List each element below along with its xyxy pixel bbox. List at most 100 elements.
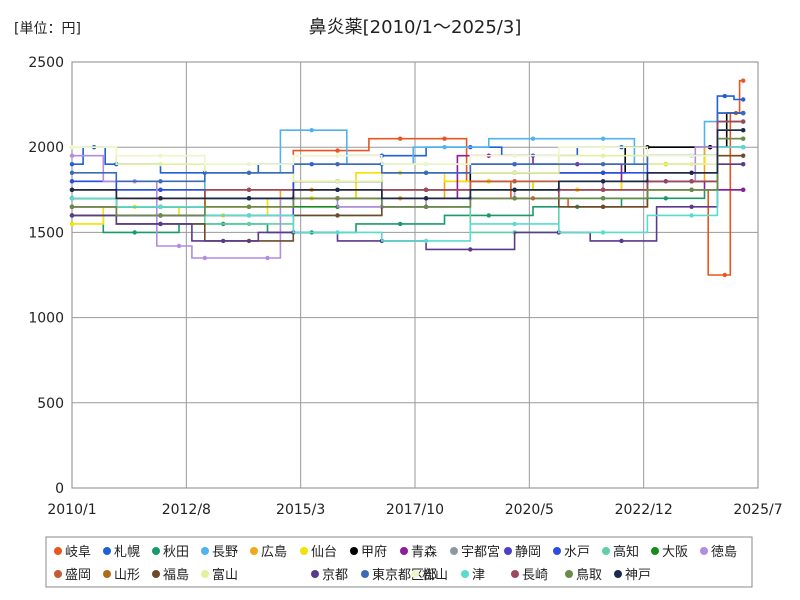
- data-point: [442, 136, 447, 141]
- data-point: [600, 230, 606, 235]
- data-point: [158, 221, 163, 227]
- data-point: [69, 162, 75, 167]
- data-point: [512, 221, 517, 227]
- legend-label: 鳥取: [576, 568, 602, 583]
- data-point: [512, 179, 517, 184]
- data-point: [600, 187, 606, 192]
- data-point: [741, 136, 746, 141]
- data-point: [221, 238, 226, 244]
- data-point: [512, 170, 517, 175]
- legend-label: 東京都区部: [372, 567, 437, 583]
- legend-label: 大阪: [662, 545, 688, 560]
- series-京都: [69, 162, 746, 252]
- data-point: [265, 255, 270, 261]
- legend-label: 静岡: [515, 545, 541, 560]
- legend-label: 宇都宮: [461, 544, 500, 560]
- legend-marker: [553, 547, 561, 555]
- y-tick-label: 1000: [28, 311, 64, 327]
- data-point: [689, 187, 694, 192]
- data-point: [246, 221, 252, 227]
- data-point: [468, 247, 473, 252]
- data-point: [335, 187, 340, 192]
- chart-title: 鼻炎薬[2010/1～2025/3]: [309, 17, 522, 38]
- legend-item: 長野: [201, 545, 238, 560]
- data-point: [722, 93, 727, 99]
- legend-label: 水戸: [564, 545, 590, 560]
- data-point: [158, 204, 163, 209]
- legend-item: 富山: [201, 567, 238, 583]
- data-point: [423, 238, 429, 244]
- legend-marker: [300, 547, 308, 555]
- data-point: [69, 213, 75, 218]
- legend-label: 福島: [163, 568, 189, 583]
- data-point: [663, 196, 668, 201]
- legend-marker: [651, 547, 659, 555]
- data-point: [512, 196, 517, 201]
- legend-marker: [700, 547, 708, 555]
- data-point: [600, 153, 606, 158]
- data-point: [741, 119, 746, 124]
- legend-marker: [400, 547, 408, 555]
- legend-item: 大阪: [651, 545, 688, 560]
- data-point: [689, 179, 694, 184]
- legend-item: 盛岡: [54, 568, 91, 583]
- legend-item: 山形: [103, 568, 140, 583]
- legend-marker: [450, 547, 458, 555]
- legend-label: 秋田: [163, 545, 189, 560]
- data-point: [202, 255, 207, 261]
- data-point: [246, 162, 252, 167]
- data-point: [69, 187, 75, 192]
- legend-item: 神戸: [614, 568, 651, 583]
- legend-item: 静岡: [504, 545, 541, 560]
- legend-item: 徳島: [700, 545, 737, 560]
- data-point: [423, 187, 429, 192]
- data-point: [600, 204, 606, 209]
- legend-item: 津: [461, 568, 485, 583]
- legend-marker: [565, 570, 573, 578]
- data-point: [335, 196, 340, 201]
- legend-item: 青森: [400, 545, 437, 560]
- data-point: [600, 162, 606, 167]
- data-point: [69, 179, 75, 184]
- data-point: [335, 162, 340, 167]
- legend-item: 広島: [250, 545, 287, 560]
- data-point: [69, 204, 75, 209]
- legend-marker: [311, 570, 319, 578]
- legend-item: 高知: [602, 544, 639, 560]
- data-point: [689, 162, 694, 167]
- legend-label: 仙台: [311, 545, 337, 560]
- legend-label: 松山: [422, 568, 448, 583]
- data-point: [689, 213, 694, 218]
- data-point: [246, 213, 252, 218]
- data-point: [246, 196, 252, 201]
- legend-label: 長崎: [522, 568, 548, 583]
- data-point: [335, 148, 340, 153]
- data-point: [335, 179, 340, 184]
- data-point: [689, 204, 694, 209]
- gridlines: [72, 62, 758, 488]
- data-point: [600, 196, 606, 201]
- y-tick-label: 500: [37, 396, 64, 412]
- legend-item: 福島: [152, 568, 189, 583]
- data-point: [486, 213, 491, 218]
- legend-marker: [614, 570, 622, 578]
- legend-label: 甲府: [361, 545, 387, 560]
- data-point: [423, 162, 429, 167]
- legend-marker: [201, 570, 209, 578]
- data-point: [512, 187, 517, 192]
- data-point: [158, 153, 163, 158]
- legend-item: 京都: [311, 568, 348, 583]
- legend-marker: [103, 547, 111, 555]
- x-tick-label: 2017/10: [386, 502, 444, 518]
- legend-marker: [361, 570, 369, 578]
- data-point: [69, 170, 75, 175]
- data-point: [398, 221, 403, 227]
- data-point: [176, 243, 182, 249]
- legend-marker: [250, 547, 258, 555]
- data-point: [423, 196, 429, 201]
- data-point: [132, 230, 137, 235]
- legend-item: 札幌: [103, 544, 140, 560]
- series-layer: [69, 78, 746, 278]
